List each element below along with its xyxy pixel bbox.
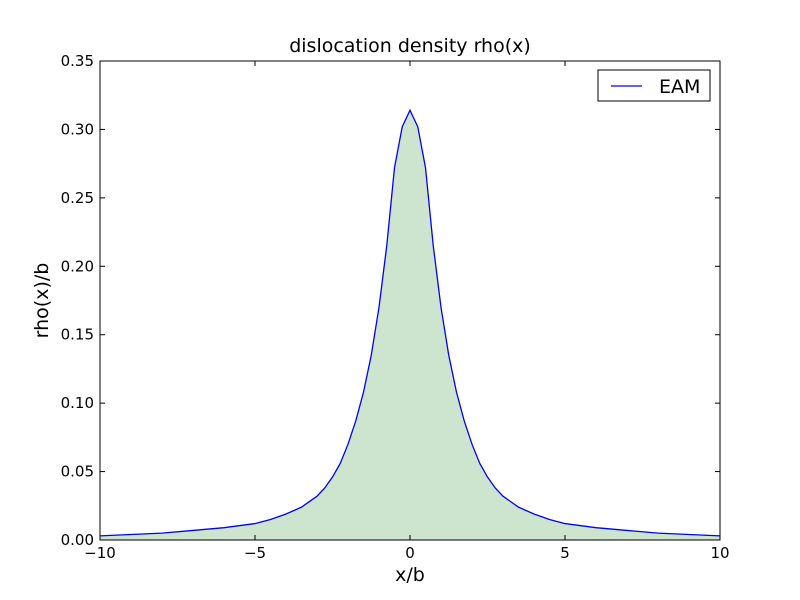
area-fill-eam <box>100 110 720 541</box>
x-tick-label: −5 <box>244 544 266 562</box>
y-tick-label: 0.25 <box>61 189 94 207</box>
y-tick-label: 0.10 <box>61 394 94 412</box>
chart-title: dislocation density rho(x) <box>289 35 531 57</box>
y-tick-label: 0.15 <box>61 326 94 344</box>
x-axis-label: x/b <box>395 564 425 586</box>
y-axis-label: rho(x)/b <box>31 263 53 339</box>
plot-layer <box>99 108 721 541</box>
y-tick-label: 0.30 <box>61 120 94 138</box>
y-tick-label: 0.05 <box>61 463 94 481</box>
ticks-layer: −10 −5 0 5 10 0.00 0.05 0.10 0.15 0.20 0.25 0.30 0.3… <box>61 52 730 562</box>
y-tick-label: 0.00 <box>61 531 94 549</box>
x-tick-label: 5 <box>560 544 570 562</box>
x-tick-label: 0 <box>405 544 415 562</box>
series-line-eam <box>99 108 721 537</box>
y-tick-label: 0.20 <box>61 257 94 275</box>
y-tick-label: 0.35 <box>61 52 94 70</box>
legend-label-eam: EAM <box>659 76 700 98</box>
legend: EAM <box>597 69 711 102</box>
x-tick-label: −10 <box>84 544 116 562</box>
x-tick-label: 10 <box>710 544 729 562</box>
